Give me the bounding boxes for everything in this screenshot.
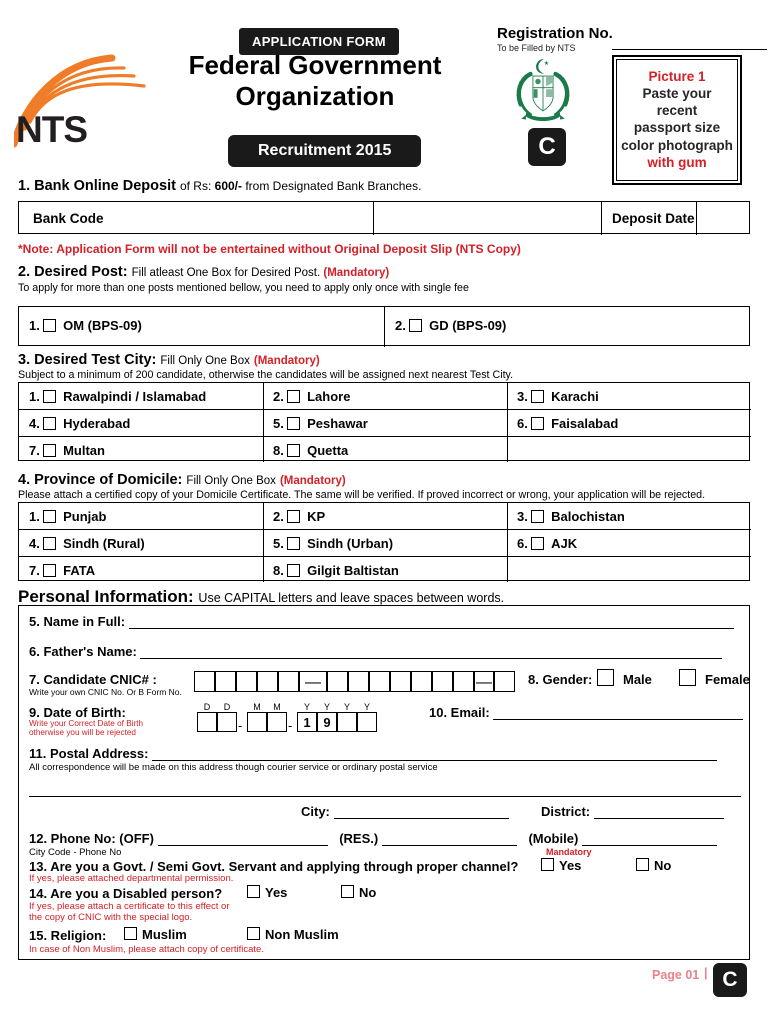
svg-text:NTS: NTS	[16, 109, 87, 149]
svg-text:★: ★	[544, 60, 550, 67]
